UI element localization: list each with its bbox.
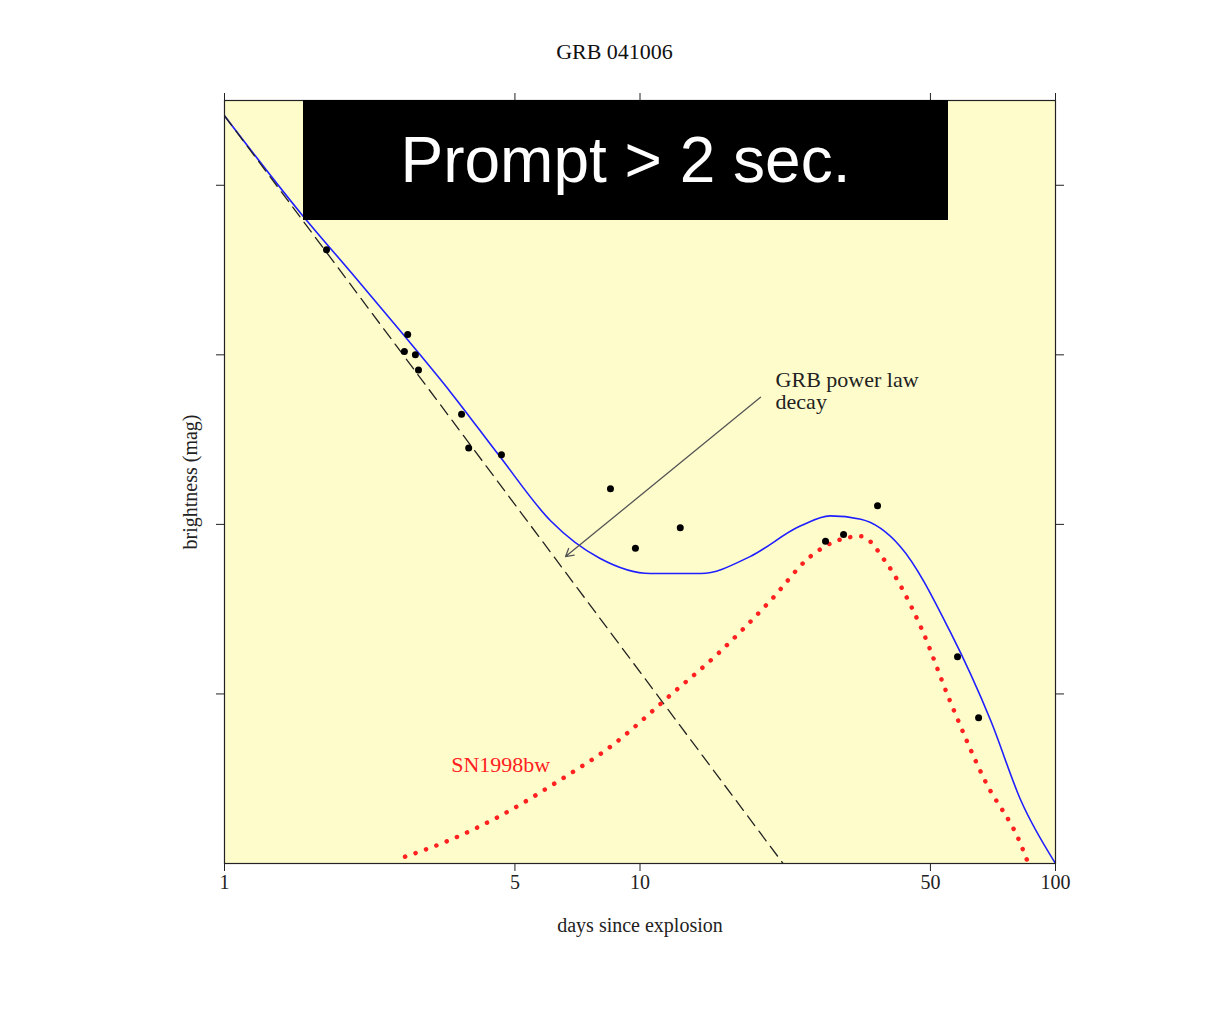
svg-text:days since explosion: days since explosion xyxy=(557,914,723,937)
svg-text:GRB power lawdecay: GRB power lawdecay xyxy=(776,367,919,414)
html-text:GRB 041006: GRB 041006 xyxy=(556,39,673,64)
svg-text:10: 10 xyxy=(630,871,650,893)
html-text:Prompt > 2 sec.: Prompt > 2 sec. xyxy=(400,124,851,196)
svg-text:100: 100 xyxy=(1041,871,1071,893)
svg-text:SN1998bw: SN1998bw xyxy=(451,752,550,777)
svg-text:5: 5 xyxy=(510,871,520,893)
svg-text:brightness (mag): brightness (mag) xyxy=(179,415,202,550)
svg-text:1: 1 xyxy=(220,871,230,893)
svg-text:50: 50 xyxy=(920,871,940,893)
